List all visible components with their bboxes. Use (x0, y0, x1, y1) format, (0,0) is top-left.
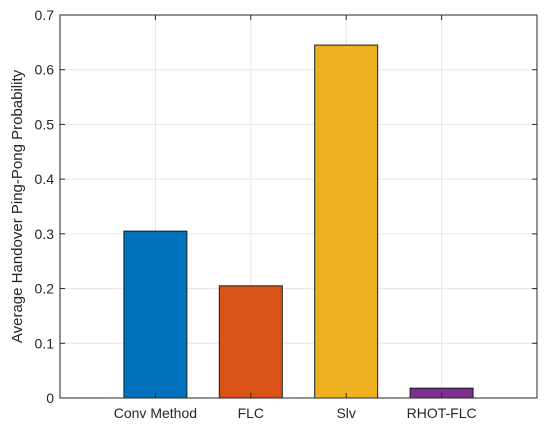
y-tick-label: 0.4 (35, 171, 55, 187)
y-axis-title: Average Handover Ping-Pong Probability (9, 69, 26, 343)
y-tick-labels: 0 0.1 0.2 0.3 0.4 0.5 0.6 0.7 (35, 7, 55, 406)
x-tick-label: Slv (336, 405, 355, 421)
bar-slv (314, 44, 379, 399)
bar-conv-method (123, 230, 188, 399)
x-tick-label: RHOT-FLC (407, 405, 477, 421)
y-tick-label: 0.7 (35, 7, 55, 23)
y-tick-label: 0 (46, 390, 54, 406)
y-tick-label: 0.3 (35, 226, 55, 242)
y-tick-label: 0.1 (35, 335, 55, 351)
tick-marks (60, 14, 537, 399)
y-tick-label: 0.5 (35, 116, 55, 132)
bar-flc (218, 285, 283, 399)
y-tick-label: 0.6 (35, 62, 55, 78)
x-tick-label: FLC (238, 405, 264, 421)
x-tick-label: Conv Method (114, 405, 197, 421)
plot-frame (59, 14, 538, 399)
x-tick-labels: Conv Method FLC Slv RHOT-FLC (114, 405, 477, 421)
y-tick-label: 0.2 (35, 281, 55, 297)
